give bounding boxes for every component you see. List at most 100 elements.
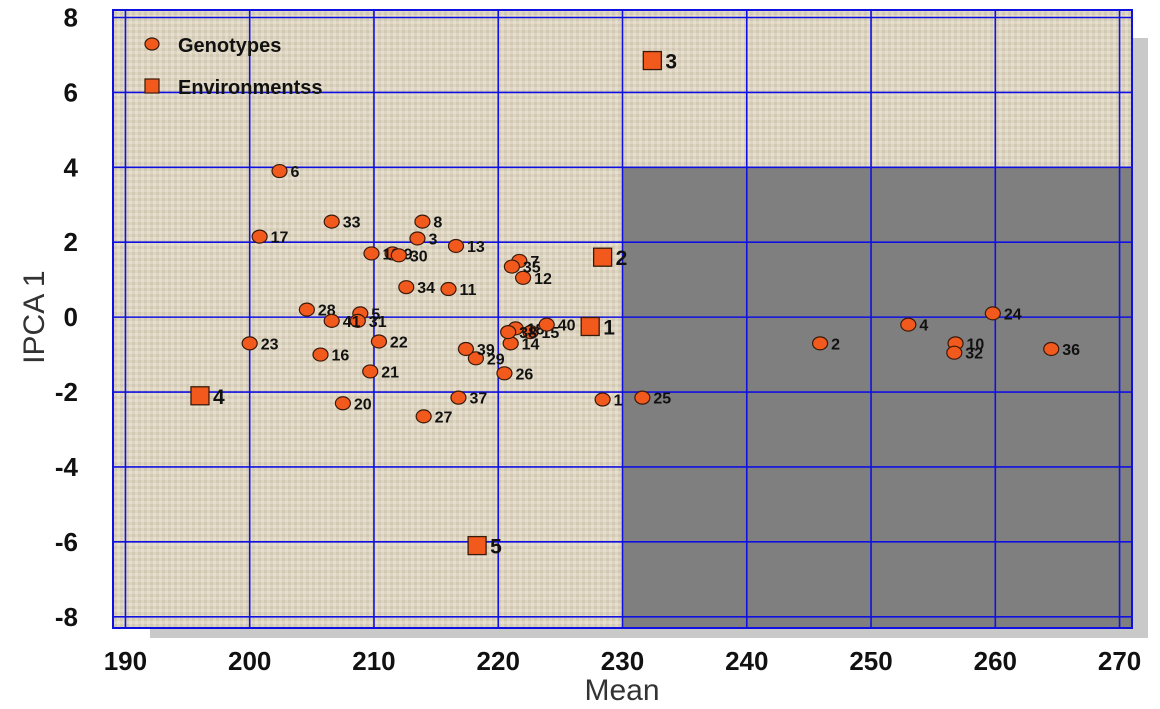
genotype-label: 24: [1004, 306, 1022, 323]
y-tick-label: 8: [64, 2, 78, 32]
genotype-marker: [946, 345, 963, 360]
genotype-label: 35: [523, 260, 541, 277]
genotype-label: 9: [404, 246, 413, 263]
genotype-marker: [447, 238, 465, 254]
genotype-marker: [409, 231, 426, 246]
genotype-label: 38: [519, 325, 537, 342]
genotype-marker: [457, 341, 475, 357]
genotype-label: 1: [614, 393, 623, 410]
genotype-marker: [390, 248, 407, 263]
y-tick-label: 0: [64, 302, 78, 332]
genotype-marker: [334, 396, 351, 411]
genotype-marker: [414, 214, 431, 229]
genotype-label: 3: [428, 231, 437, 248]
genotype-marker: [900, 317, 917, 332]
genotype-marker: [450, 390, 467, 405]
x-tick-label: 200: [228, 646, 271, 676]
x-tick-label: 270: [1098, 646, 1141, 676]
environment-label: 2: [616, 247, 628, 270]
genotype-marker: [514, 270, 532, 285]
y-tick-label: -2: [55, 377, 78, 407]
y-tick-label: 6: [64, 77, 78, 107]
genotype-marker: [362, 364, 379, 379]
y-tick-label: 4: [64, 152, 79, 182]
x-axis-title: Mean: [584, 674, 659, 707]
environment-marker: [592, 247, 613, 267]
environment-label: 5: [490, 536, 502, 559]
genotype-label: 37: [469, 391, 487, 408]
legend-swatch-environment: [144, 78, 160, 94]
legend: Genotypes Environmentss: [144, 35, 322, 99]
x-tick-label: 260: [974, 646, 1017, 676]
x-tick-label: 250: [849, 646, 892, 676]
genotype-marker: [467, 351, 484, 366]
environment-label: 3: [665, 51, 677, 74]
y-tick-label: 2: [64, 227, 78, 257]
genotype-label: 5: [371, 306, 380, 323]
environment-label: 1: [603, 316, 615, 339]
genotype-label: 27: [435, 409, 453, 426]
genotype-marker: [538, 317, 555, 332]
genotype-marker: [984, 306, 1001, 321]
genotype-label: 20: [354, 396, 372, 413]
genotype-label: 23: [261, 336, 279, 353]
genotype-label: 12: [534, 271, 552, 288]
genotype-label: 40: [558, 318, 576, 335]
genotype-marker: [370, 334, 388, 349]
plot-border: [112, 9, 1133, 629]
genotype-label: 30: [410, 248, 428, 265]
genotype-label: 21: [381, 364, 399, 381]
genotype-marker: [634, 390, 651, 405]
environment-marker: [467, 535, 487, 556]
genotype-label: 16: [332, 348, 350, 365]
genotype-label: 17: [271, 230, 289, 247]
x-tick-label: 240: [725, 646, 768, 676]
genotype-label: 13: [467, 239, 485, 256]
genotype-label: 22: [390, 334, 408, 351]
y-axis-title: IPCA 1: [18, 270, 51, 363]
genotype-marker: [398, 280, 415, 295]
shaded-region: [622, 167, 1132, 629]
genotype-label: 2: [831, 336, 840, 353]
environment-marker: [642, 50, 662, 71]
genotype-marker: [349, 313, 366, 328]
genotype-label: 4: [919, 318, 928, 335]
genotype-label: 36: [1062, 342, 1080, 359]
genotype-marker: [363, 246, 380, 261]
x-axis-ticks: 190 200 210 220 230 240 250 260 270: [104, 646, 1142, 676]
environment-marker: [190, 386, 210, 406]
genotype-label: 14: [522, 336, 540, 353]
genotype-label: 25: [653, 391, 671, 408]
genotype-label: 33: [343, 215, 361, 232]
genotype-marker: [522, 325, 539, 340]
genotype-marker: [594, 392, 611, 407]
genotype-marker: [251, 229, 268, 244]
environment-label: 4: [213, 386, 225, 409]
legend-swatch-genotype: [144, 37, 160, 51]
genotype-label: 6: [291, 164, 300, 181]
legend-entry: Environmentss: [178, 77, 322, 99]
y-tick-label: -4: [55, 452, 79, 482]
genotype-marker: [500, 325, 517, 340]
y-axis-ticks: 8 6 4 2 0 -2 -4 -6 -8: [55, 2, 79, 631]
genotype-label: 29: [487, 351, 505, 368]
genotype-label: 32: [965, 346, 983, 363]
genotype-label: 31: [369, 314, 387, 331]
environment-marker: [580, 316, 600, 337]
genotype-label: 26: [515, 366, 533, 383]
genotype-marker: [440, 281, 457, 297]
genotype-marker: [298, 302, 315, 317]
x-tick-label: 220: [477, 646, 520, 676]
genotype-marker: [271, 163, 288, 179]
genotype-marker: [323, 313, 340, 328]
genotype-marker: [312, 347, 329, 362]
genotype-label: 11: [460, 282, 477, 299]
x-tick-label: 210: [352, 646, 395, 676]
y-tick-label: -8: [55, 602, 78, 632]
genotype-label: 10: [967, 336, 985, 353]
genotype-marker: [323, 214, 340, 229]
genotype-label: 34: [417, 280, 435, 297]
genotype-marker: [811, 336, 829, 351]
genotype-label: 39: [477, 342, 495, 359]
